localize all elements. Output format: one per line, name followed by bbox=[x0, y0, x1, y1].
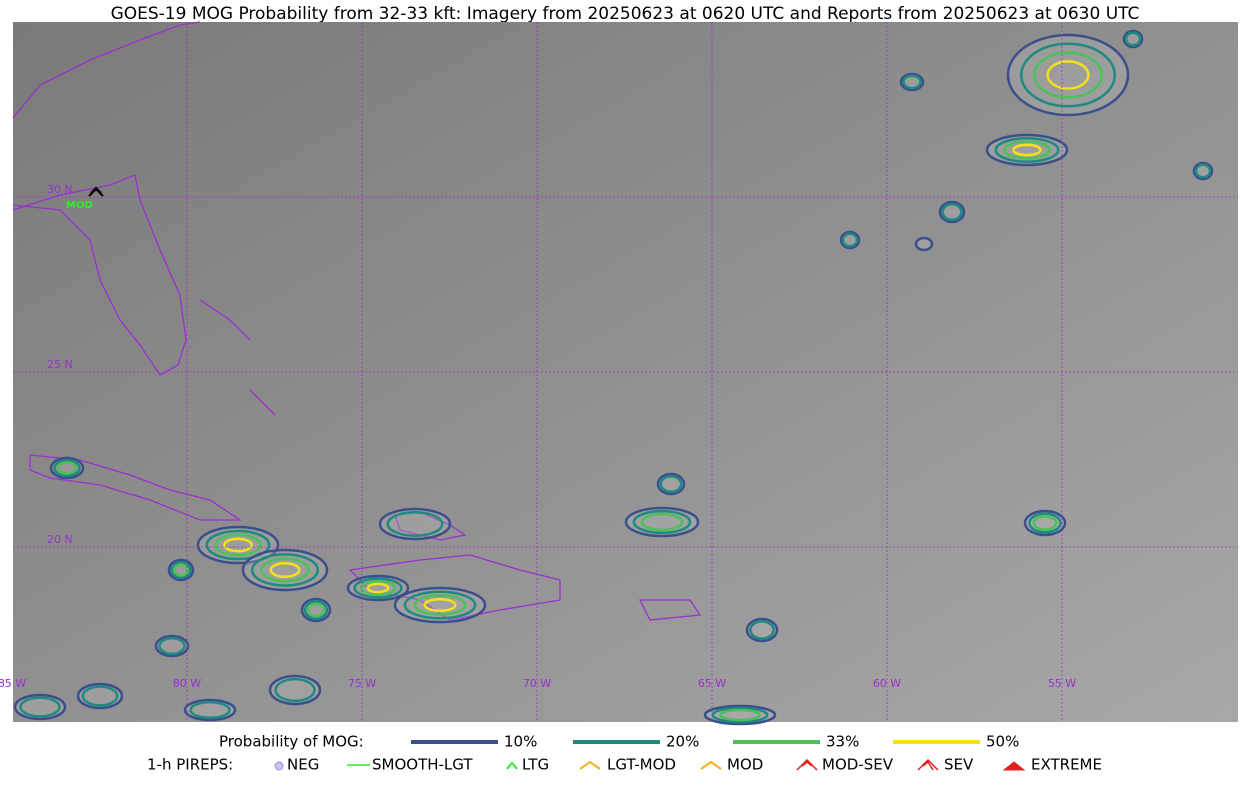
contour bbox=[223, 537, 253, 553]
lon-label: 70 W bbox=[523, 677, 551, 690]
lon-label: 85 W bbox=[0, 677, 26, 690]
contour bbox=[366, 582, 390, 594]
pirep-legend-label: MOD bbox=[727, 756, 763, 774]
contour bbox=[306, 602, 326, 618]
pirep-label: MOD bbox=[66, 200, 93, 211]
legend-label: 10% bbox=[504, 733, 537, 751]
pirep-legend-icon bbox=[506, 761, 518, 770]
contour bbox=[749, 620, 775, 640]
lat-label: 25 N bbox=[47, 358, 73, 371]
contour bbox=[158, 636, 186, 656]
contour bbox=[173, 563, 189, 577]
pirep-legend-icon bbox=[1002, 761, 1026, 771]
contour bbox=[841, 232, 859, 248]
pirep-legend-icon bbox=[274, 761, 284, 771]
lon-label: 65 W bbox=[698, 677, 726, 690]
contour bbox=[250, 553, 320, 587]
contour bbox=[1006, 33, 1130, 117]
contour bbox=[274, 677, 316, 703]
contour bbox=[914, 236, 934, 252]
lon-label: 75 W bbox=[348, 677, 376, 690]
coastlines bbox=[12, 21, 702, 621]
contour bbox=[81, 685, 119, 707]
contour bbox=[994, 137, 1060, 163]
contour bbox=[423, 597, 457, 613]
contour bbox=[902, 74, 922, 90]
contour bbox=[269, 561, 301, 579]
contour bbox=[403, 590, 477, 620]
contour bbox=[1124, 31, 1142, 47]
contour bbox=[1028, 512, 1062, 534]
contour bbox=[1012, 143, 1042, 157]
pirep-legend-label: LGT-MOD bbox=[607, 756, 676, 774]
contour bbox=[214, 533, 262, 557]
pirep-legend-label: NEG bbox=[287, 756, 319, 774]
contour bbox=[386, 511, 444, 537]
pirep-legend-label: LTG bbox=[522, 756, 549, 774]
contour bbox=[303, 600, 329, 620]
contour bbox=[659, 474, 683, 494]
legend-label: 50% bbox=[986, 733, 1019, 751]
contour bbox=[719, 708, 761, 722]
contour bbox=[624, 506, 700, 538]
contour bbox=[19, 696, 61, 718]
lon-label: 55 W bbox=[1048, 677, 1076, 690]
contour bbox=[1032, 515, 1058, 531]
pireps-title: 1-h PIREPS: bbox=[147, 756, 233, 774]
contour bbox=[640, 512, 684, 532]
contour bbox=[260, 557, 310, 583]
contour bbox=[53, 458, 81, 478]
contour bbox=[941, 202, 963, 222]
contour bbox=[353, 577, 403, 599]
pirep-legend-icon bbox=[579, 760, 601, 770]
contour bbox=[205, 529, 271, 561]
pirep-legend-label: EXTREME bbox=[1031, 756, 1102, 774]
contour bbox=[189, 700, 231, 720]
contour bbox=[413, 594, 467, 616]
pirep-legend-icon bbox=[700, 760, 722, 770]
graticule: 30 N 25 N 20 N 85 W 80 W 75 W 70 W 65 W 60 W 55 W… bbox=[0, 22, 1238, 722]
contour bbox=[393, 586, 487, 624]
pirep-legend-label: SEV bbox=[944, 756, 974, 774]
lon-label: 80 W bbox=[173, 677, 201, 690]
contour bbox=[241, 548, 329, 592]
pirep-mod-icon bbox=[88, 186, 104, 197]
contour bbox=[1003, 140, 1051, 160]
contour bbox=[359, 580, 397, 596]
contour bbox=[985, 133, 1069, 167]
contour bbox=[56, 461, 78, 475]
lon-label: 60 W bbox=[873, 677, 901, 690]
contour bbox=[632, 509, 692, 535]
pirep-legend-icon bbox=[917, 758, 939, 771]
title: GOES-19 MOG Probability from 32-33 kft: … bbox=[111, 4, 1140, 24]
legend-label: 20% bbox=[666, 733, 699, 751]
contour bbox=[170, 560, 192, 580]
contour bbox=[1019, 42, 1117, 108]
contour bbox=[1033, 51, 1103, 99]
legend-title: Probability of MOG: bbox=[219, 733, 364, 751]
lat-label: 30 N bbox=[47, 183, 73, 196]
contour bbox=[711, 706, 769, 724]
pirep-legend-icon bbox=[796, 758, 818, 771]
contour bbox=[378, 507, 452, 541]
pirep-legend-label: MOD-SEV bbox=[822, 756, 894, 774]
pirep-legend-label: SMOOTH-LGT bbox=[372, 756, 473, 774]
contour bbox=[1194, 163, 1212, 179]
mog-contours bbox=[13, 29, 1214, 726]
contour bbox=[1046, 60, 1090, 90]
lat-label: 20 N bbox=[47, 533, 73, 546]
legend-label: 33% bbox=[826, 733, 859, 751]
